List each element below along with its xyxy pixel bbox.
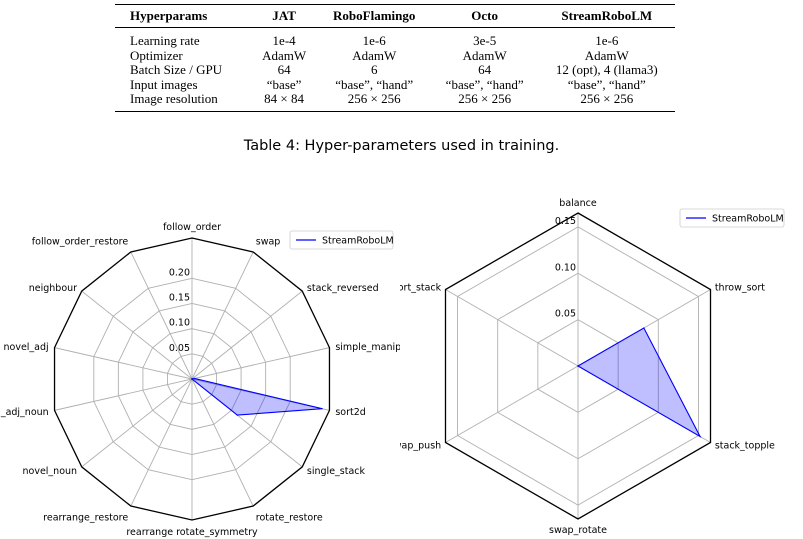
category-label: single_stack [307,466,366,477]
table-row: Image resolution 84 × 84 256 × 256 256 × 25… [115,91,675,112]
hyperparams-table-container: Hyperparams JAT RoboFlamingo Octo StreamRobo… [115,4,675,112]
table-cell: 1e-4 [272,33,296,48]
category-label: novel_adj_noun [0,407,49,418]
table-body: Learning rate 1e-4 1e-6 3e-5 1e-6 Optimizer Ad… [115,28,675,112]
table-cell: “base”, “hand” [567,76,646,92]
hyperparams-table: Hyperparams JAT RoboFlamingo Octo StreamRobo… [115,4,675,112]
legend-label: StreamRoboLM [712,214,784,225]
category-label: novel_noun [22,466,77,477]
radar-frame [444,212,712,520]
legend-box [289,230,394,250]
data-point [193,377,196,380]
table-cell: “base”, “hand” [445,76,524,92]
table-cell: 1e-6 [595,33,619,48]
tick-label: 0.20 [169,267,190,278]
category-label: follow_order [163,222,221,233]
grid-spoke [130,251,193,380]
tick-label: 0.15 [555,216,576,227]
category-label: rearrange_restore [43,512,128,523]
category-label: stack_topple [715,441,775,452]
data-point [643,327,645,329]
table-cell: AdamW [352,47,397,63]
data-point [236,414,238,416]
grid-spoke [130,378,193,507]
table-cell: Optimizer [130,47,183,63]
category-label: throw_sort [715,283,765,294]
grid-spoke [54,347,193,380]
series-area [576,327,702,438]
tick-label: 0.10 [169,318,190,329]
data-point [699,435,701,438]
series-area [190,377,323,416]
table-cell: 6 [370,62,378,78]
table-caption: Table 4: Hyper-parameters used in traini… [243,138,560,154]
grid-spoke [445,365,579,443]
grid-spoke [191,290,303,380]
table-cell: 256 × 256 [458,91,512,107]
table-cell: AdamW [462,47,507,63]
data-point [577,365,579,367]
table-cell: AdamW [262,47,307,63]
tick-label: 0.05 [169,343,190,354]
table-cell: 64 [478,62,492,78]
table-cell: Image resolution [130,91,218,107]
tick-label: 0.05 [555,309,576,320]
radar-frame [53,237,331,521]
category-label: sort_stack [400,283,442,294]
table-cell: 64 [277,62,291,78]
category-label: swap [256,237,281,248]
table-cell: 1e-6 [362,33,386,48]
table-cell: 12 (opt), 4 (llama3) [555,62,658,78]
table-cell: “base” [266,76,302,92]
table-cell: 256 × 256 [580,91,634,107]
table-cell: Input images [130,76,198,92]
data-point [321,408,323,410]
grid-spoke [81,378,193,468]
category-label: simple_manipulation [335,342,400,353]
table-row: Optimizer AdamW AdamW AdamW AdamW [115,47,675,64]
table-cell: “base”, “hand” [335,76,414,92]
table-row: Batch Size / GPU 64 6 64 12 (opt), 4 (llama3… [115,63,675,78]
table-cell: Batch Size / GPU [130,62,223,78]
table-cell: Learning rate [130,33,200,48]
table-header-cell: JAT [272,8,296,23]
category-label: sort2d [335,407,365,418]
radar-chart-right: 0.05 0.10 0.15 balance throw_sort stack_toppl… [400,198,785,536]
table-row: Learning rate 1e-4 1e-6 3e-5 1e-6 [115,28,675,49]
legend-label: StreamRoboLM [322,236,394,247]
table-header-cell: Hyperparams [130,8,208,23]
table-cell: 3e-5 [473,33,497,48]
category-label: rotate_restore [256,512,323,523]
table-header-cell: Octo [471,8,499,23]
category-label: rearrange rotate_symmetry [126,527,258,538]
table-header-row: Hyperparams JAT RoboFlamingo Octo StreamRobo… [115,4,675,28]
category-label: follow_order_restore [32,237,129,248]
table-cell: AdamW [584,47,629,63]
data-point [191,378,193,380]
grid-spoke [191,347,330,380]
category-label: swap_push [400,441,441,452]
grid-spoke [191,378,254,507]
grid-spoke [191,251,254,380]
category-label: balance [559,198,597,209]
category-label: stack_reversed [307,283,379,294]
legend-box [679,208,785,228]
table-cell: 84 × 84 [264,91,305,107]
tick-label: 0.15 [169,292,190,303]
table-header-cell: StreamRoboLM [561,8,653,23]
grid-spoke [54,378,193,411]
table-header-cell: RoboFlamingo [333,8,416,23]
grid-spoke [445,289,579,367]
table-cell: 256 × 256 [347,91,401,107]
table-row: Input images “base” “base”, “hand” “base”, … [115,76,675,93]
category-label: neighbour [29,283,77,294]
category-label: novel_adj [3,342,48,353]
category-label: swap_rotate [549,525,607,536]
grid-spoke [81,290,193,380]
tick-label: 0.10 [555,262,576,273]
